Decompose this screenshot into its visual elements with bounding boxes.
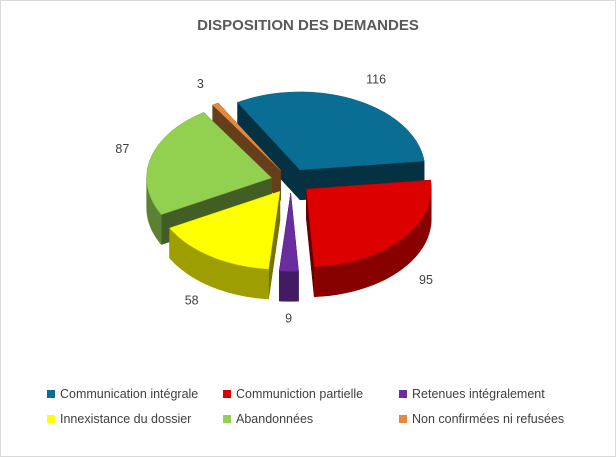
legend-swatch — [399, 390, 407, 398]
legend-swatch — [47, 415, 55, 423]
legend-item-communiction-partielle: Communiction partielle — [223, 387, 399, 401]
pie-slice-innexistance-du-dossier — [169, 190, 281, 270]
data-labels: 116 95 9 58 87 3 — [115, 72, 433, 325]
legend-item-innexistance-du-dossier: Innexistance du dossier — [47, 412, 223, 426]
legend-item-abandonnees: Abandonnées — [223, 412, 399, 426]
legend-label: Retenues intégralement — [412, 387, 545, 401]
legend-item-communication-integrale: Communication intégrale — [47, 387, 223, 401]
legend-label: Abandonnées — [236, 412, 314, 426]
legend-swatch — [223, 390, 231, 398]
pie-slice-communiction-partielle — [306, 179, 432, 268]
data-label-innexistance-du-dossier: 58 — [185, 294, 199, 308]
legend-swatch — [47, 390, 55, 398]
slice-tops — [146, 91, 432, 272]
data-label-communication-integrale: 116 — [366, 72, 386, 86]
data-label-non-confirmees-ni-refusees: 3 — [197, 77, 204, 91]
legend-swatch — [223, 415, 231, 423]
legend-item-retenues-integralement: Retenues intégralement — [399, 387, 599, 401]
data-label-abandonnees: 87 — [115, 142, 129, 156]
chart-title: DISPOSITION DES DEMANDES — [197, 17, 419, 34]
legend-label: Innexistance du dossier — [60, 412, 192, 426]
legend-label: Communication intégrale — [60, 387, 199, 401]
pie-slice-retenues-integralement — [279, 193, 299, 272]
pie-plot: 116 95 9 58 87 3 — [115, 72, 433, 325]
legend-label: Non confirmées ni refusées — [412, 412, 565, 426]
slice-side-retenues-integralement — [279, 270, 299, 302]
pie-slice-communication-integrale — [237, 91, 425, 171]
legend-swatch — [399, 415, 407, 423]
pie-slice-abandonnees — [146, 112, 273, 215]
legend: Communication intégrale Communiction part… — [47, 387, 607, 426]
legend-item-non-confirmees-ni-refusees: Non confirmées ni refusées — [399, 412, 599, 426]
data-label-communiction-partielle: 95 — [419, 273, 433, 287]
legend-label: Communiction partielle — [236, 387, 364, 401]
pie-slice-non-confirmees-ni-refusees — [212, 102, 281, 171]
data-label-retenues-integralement: 9 — [285, 312, 292, 326]
